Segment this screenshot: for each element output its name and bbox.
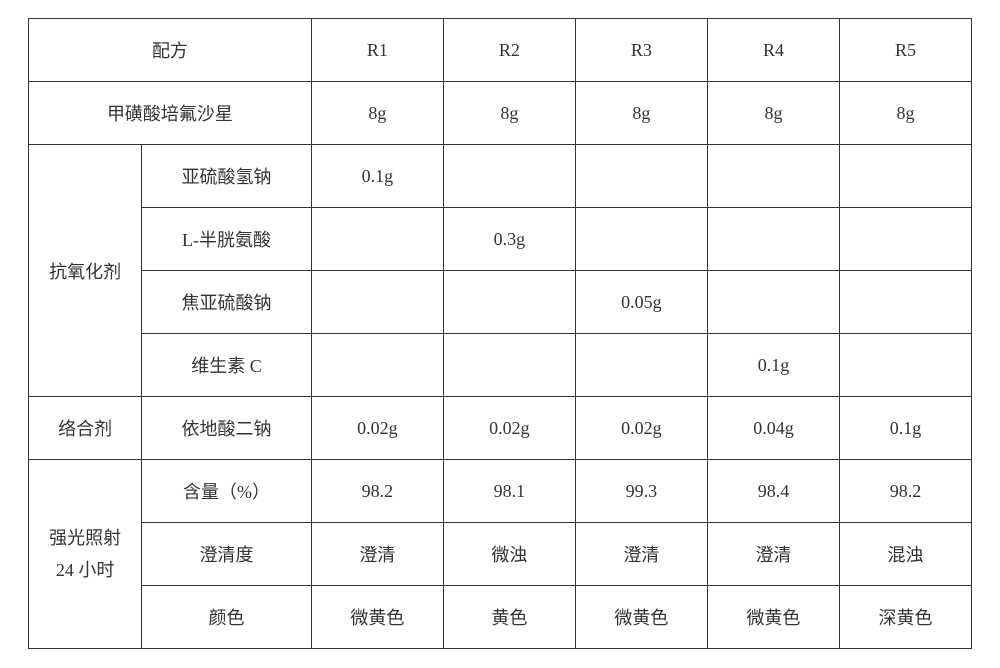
antiox-row-1: L-半胱氨酸 0.3g [29,208,972,271]
header-r4: R4 [707,19,839,82]
light-1-r4: 澄清 [707,523,839,586]
antiox-2-name: 焦亚硫酸钠 [142,271,312,334]
table-header-row: 配方 R1 R2 R3 R4 R5 [29,19,972,82]
light-2-r1: 微黄色 [311,586,443,649]
antiox-3-r1 [311,334,443,397]
antiox-3-r5 [839,334,971,397]
drug-r1: 8g [311,82,443,145]
drug-r4: 8g [707,82,839,145]
light-1-r5: 混浊 [839,523,971,586]
light-1-r2: 微浊 [443,523,575,586]
antiox-0-r4 [707,145,839,208]
light-2-r3: 微黄色 [575,586,707,649]
antiox-2-r2 [443,271,575,334]
antiox-0-r2 [443,145,575,208]
header-r1: R1 [311,19,443,82]
chelator-r5: 0.1g [839,397,971,460]
chelator-r4: 0.04g [707,397,839,460]
antiox-1-r4 [707,208,839,271]
antiox-2-r3: 0.05g [575,271,707,334]
drug-label: 甲磺酸培氟沙星 [29,82,312,145]
antiox-2-r4 [707,271,839,334]
antiox-1-r3 [575,208,707,271]
drug-row: 甲磺酸培氟沙星 8g 8g 8g 8g 8g [29,82,972,145]
chelator-row: 络合剂 依地酸二钠 0.02g 0.02g 0.02g 0.04g 0.1g [29,397,972,460]
light-group: 强光照射 24 小时 [29,460,142,649]
chelator-r2: 0.02g [443,397,575,460]
light-0-r5: 98.2 [839,460,971,523]
drug-r3: 8g [575,82,707,145]
header-r2: R2 [443,19,575,82]
antiox-0-r1: 0.1g [311,145,443,208]
light-0-r4: 98.4 [707,460,839,523]
light-1-r1: 澄清 [311,523,443,586]
antiox-2-r1 [311,271,443,334]
header-formula: 配方 [29,19,312,82]
formulation-table: 配方 R1 R2 R3 R4 R5 甲磺酸培氟沙星 8g 8g 8g 8g 8g… [28,18,972,649]
light-1-name: 澄清度 [142,523,312,586]
drug-r2: 8g [443,82,575,145]
light-row-2: 颜色 微黄色 黄色 微黄色 微黄色 深黄色 [29,586,972,649]
light-0-name: 含量（%） [142,460,312,523]
header-r3: R3 [575,19,707,82]
antiox-row-2: 焦亚硫酸钠 0.05g [29,271,972,334]
header-r5: R5 [839,19,971,82]
light-2-name: 颜色 [142,586,312,649]
antiox-1-r5 [839,208,971,271]
antiox-0-r3 [575,145,707,208]
light-row-0: 强光照射 24 小时 含量（%） 98.2 98.1 99.3 98.4 98.… [29,460,972,523]
light-0-r2: 98.1 [443,460,575,523]
chelator-r3: 0.02g [575,397,707,460]
antiox-3-r4: 0.1g [707,334,839,397]
chelator-name: 依地酸二钠 [142,397,312,460]
light-0-r3: 99.3 [575,460,707,523]
light-2-r5: 深黄色 [839,586,971,649]
antiox-1-r2: 0.3g [443,208,575,271]
antiox-0-r5 [839,145,971,208]
antiox-3-name: 维生素 C [142,334,312,397]
chelator-r1: 0.02g [311,397,443,460]
light-row-1: 澄清度 澄清 微浊 澄清 澄清 混浊 [29,523,972,586]
chelator-group: 络合剂 [29,397,142,460]
antiox-2-r5 [839,271,971,334]
light-0-r1: 98.2 [311,460,443,523]
light-1-r3: 澄清 [575,523,707,586]
antiox-1-name: L-半胱氨酸 [142,208,312,271]
antiox-3-r2 [443,334,575,397]
antiox-group: 抗氧化剂 [29,145,142,397]
antiox-row-0: 抗氧化剂 亚硫酸氢钠 0.1g [29,145,972,208]
antiox-0-name: 亚硫酸氢钠 [142,145,312,208]
antiox-1-r1 [311,208,443,271]
antiox-3-r3 [575,334,707,397]
drug-r5: 8g [839,82,971,145]
light-2-r4: 微黄色 [707,586,839,649]
antiox-row-3: 维生素 C 0.1g [29,334,972,397]
light-2-r2: 黄色 [443,586,575,649]
